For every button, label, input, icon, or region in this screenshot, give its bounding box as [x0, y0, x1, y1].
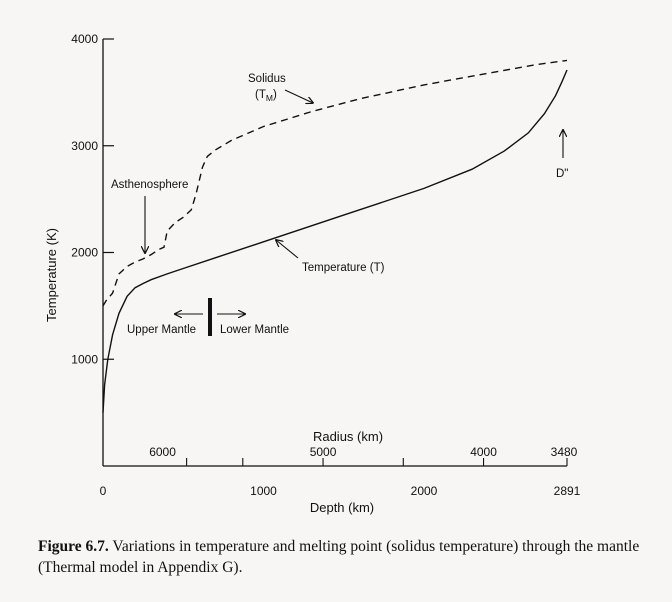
solidus-symbol: (TM): [255, 89, 277, 103]
x-tick-label: 2000: [411, 484, 438, 498]
temperature-label: Temperature (T): [302, 262, 385, 274]
figure-caption: Figure 6.7. Variations in temperature an…: [38, 536, 660, 578]
figure-caption-text: Variations in temperature and melting po…: [38, 538, 640, 576]
y-axis-ticks: 1000 2000 3000 4000: [71, 32, 114, 366]
mantle-boundary-bar: [208, 298, 212, 336]
upper-mantle-label: Upper Mantle: [127, 324, 196, 336]
x-tick-label: 1000: [250, 484, 277, 498]
solidus-label: Solidus: [248, 73, 286, 85]
radius-tick-label: 5000: [310, 445, 337, 459]
radius-axis-label: Radius (km): [313, 429, 383, 444]
y-tick-label: 4000: [71, 32, 98, 46]
mantle-temperature-chart: 1000 2000 3000 4000 0 1000 2000 2891 6000 5000 4…: [44, 32, 581, 515]
x-tick-label: 0: [100, 484, 107, 498]
x-axis-label: Depth (km): [310, 500, 374, 515]
y-axis-label: Temperature (K): [44, 228, 59, 322]
x-axis-ticks: 0 1000 2000 2891: [100, 484, 581, 498]
y-tick-label: 1000: [71, 352, 98, 366]
y-tick-label: 3000: [71, 139, 98, 153]
radius-tick-label: 3480: [551, 445, 578, 459]
solidus-subscript: M: [266, 93, 273, 103]
radius-axis-ticks: 6000 5000 4000 3480: [149, 445, 578, 466]
solidus-series-line: [102, 59, 568, 307]
radius-tick-label: 4000: [470, 445, 497, 459]
solidus-pointer-arrow: [284, 89, 313, 103]
lower-mantle-label: Lower Mantle: [220, 324, 289, 336]
temperature-series-line: [102, 69, 568, 413]
y-tick-label: 2000: [71, 246, 98, 260]
d-double-prime-label: D": [556, 168, 568, 180]
radius-tick-label: 6000: [149, 445, 176, 459]
asthenosphere-label: Asthenosphere: [111, 179, 188, 191]
x-tick-label: 2891: [554, 484, 581, 498]
figure-caption-label: Figure 6.7.: [38, 538, 109, 555]
temperature-pointer-arrow: [276, 240, 299, 259]
